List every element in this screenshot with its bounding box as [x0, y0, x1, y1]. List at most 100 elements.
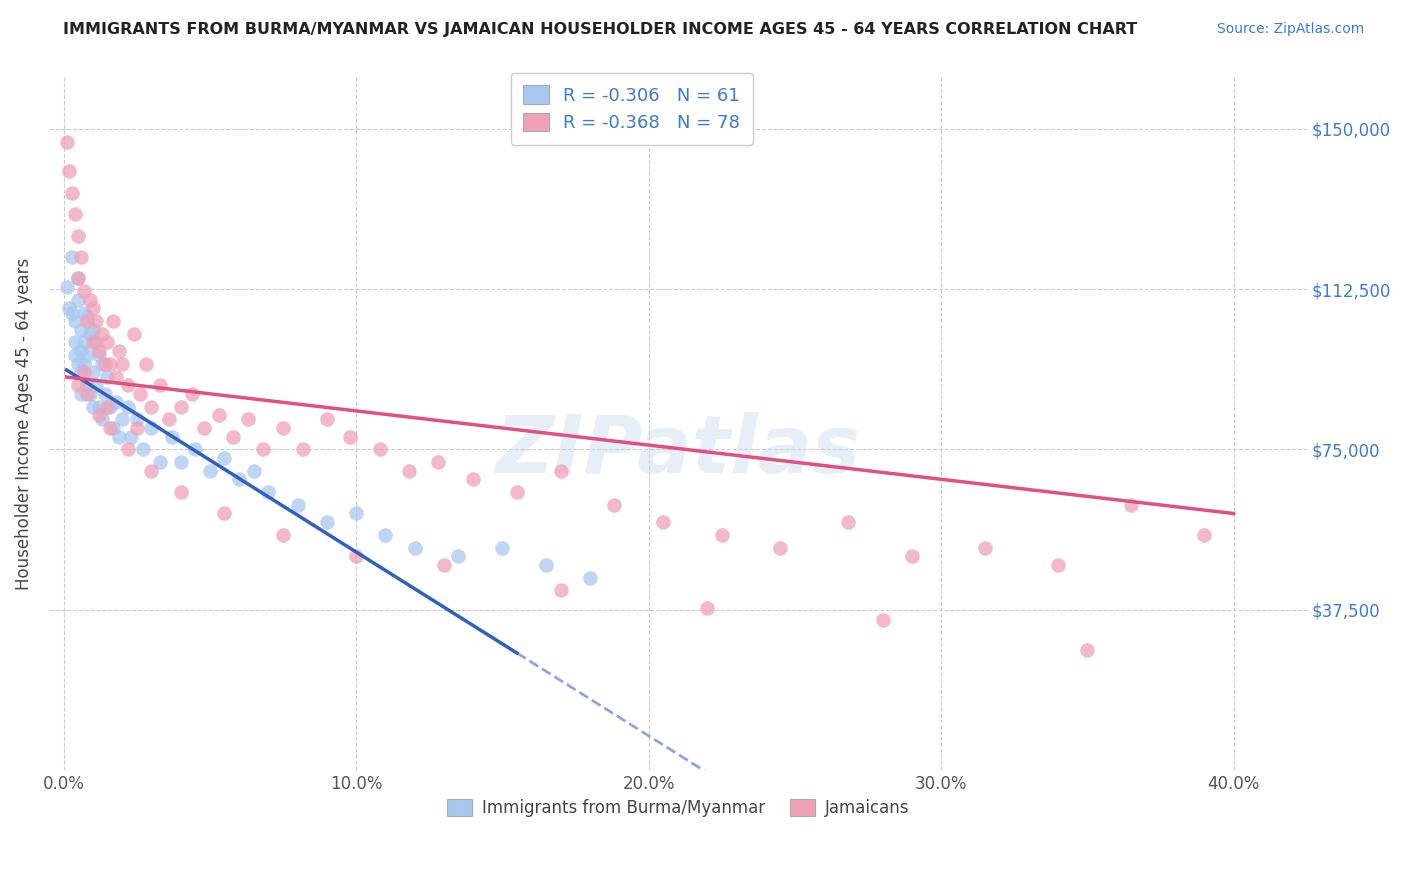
Point — [76, 386, 98, 401]
Point — [117, 400, 139, 414]
Point — [82, 366, 104, 380]
Point — [108, 344, 131, 359]
Point — [111, 357, 134, 371]
Point — [90, 412, 112, 426]
Point — [73, 335, 96, 350]
Point — [100, 400, 122, 414]
Point — [214, 450, 236, 465]
Point — [461, 472, 484, 486]
Point — [60, 186, 83, 200]
Point — [169, 485, 191, 500]
Point — [447, 549, 470, 564]
Point — [67, 271, 90, 285]
Point — [87, 400, 110, 414]
Point — [70, 344, 93, 359]
Point — [79, 326, 101, 341]
Point — [374, 528, 396, 542]
Point — [84, 335, 107, 350]
Point — [193, 421, 215, 435]
Point — [131, 442, 153, 457]
Point — [73, 284, 96, 298]
Point — [67, 228, 90, 243]
Point — [491, 541, 513, 555]
Point — [271, 528, 294, 542]
Point — [368, 442, 391, 457]
Point — [837, 515, 859, 529]
Point — [58, 164, 80, 178]
Point — [141, 464, 163, 478]
Point — [108, 429, 131, 443]
Text: Source: ZipAtlas.com: Source: ZipAtlas.com — [1216, 22, 1364, 37]
Point — [105, 395, 128, 409]
Point — [79, 386, 101, 401]
Point — [271, 421, 294, 435]
Point — [70, 366, 93, 380]
Point — [55, 135, 77, 149]
Point — [87, 408, 110, 422]
Point — [315, 515, 337, 529]
Point — [169, 400, 191, 414]
Point — [67, 271, 90, 285]
Point — [93, 386, 115, 401]
Point — [344, 507, 367, 521]
Point — [242, 464, 264, 478]
Point — [55, 280, 77, 294]
Point — [398, 464, 420, 478]
Point — [87, 348, 110, 362]
Point — [602, 498, 624, 512]
Point — [84, 314, 107, 328]
Point — [160, 429, 183, 443]
Point — [710, 528, 733, 542]
Point — [70, 386, 93, 401]
Point — [117, 442, 139, 457]
Point — [214, 507, 236, 521]
Point — [339, 429, 361, 443]
Point — [111, 412, 134, 426]
Point — [100, 421, 122, 435]
Point — [1194, 528, 1216, 542]
Point — [103, 314, 125, 328]
Point — [257, 485, 280, 500]
Point — [67, 293, 90, 307]
Point — [404, 541, 426, 555]
Point — [1047, 558, 1070, 572]
Point — [82, 335, 104, 350]
Point — [96, 400, 118, 414]
Point — [82, 323, 104, 337]
Point — [73, 357, 96, 371]
Point — [90, 326, 112, 341]
Point — [96, 335, 118, 350]
Point — [169, 455, 191, 469]
Point — [70, 323, 93, 337]
Point — [292, 442, 315, 457]
Point — [315, 412, 337, 426]
Point — [1121, 498, 1143, 512]
Point — [125, 412, 148, 426]
Point — [228, 472, 250, 486]
Y-axis label: Householder Income Ages 45 - 64 years: Householder Income Ages 45 - 64 years — [15, 258, 32, 590]
Point — [344, 549, 367, 564]
Point — [60, 250, 83, 264]
Point — [252, 442, 274, 457]
Point — [65, 335, 87, 350]
Point — [433, 558, 456, 572]
Point — [1076, 643, 1098, 657]
Point — [198, 464, 221, 478]
Point — [67, 378, 90, 392]
Point — [103, 421, 125, 435]
Point — [901, 549, 924, 564]
Point — [67, 357, 90, 371]
Point — [73, 366, 96, 380]
Point — [149, 455, 172, 469]
Point — [76, 314, 98, 328]
Point — [141, 421, 163, 435]
Point — [93, 357, 115, 371]
Point — [550, 583, 572, 598]
Point — [579, 571, 602, 585]
Point — [79, 293, 101, 307]
Point — [181, 386, 204, 401]
Point — [287, 498, 309, 512]
Point — [536, 558, 558, 572]
Point — [73, 305, 96, 319]
Point — [184, 442, 207, 457]
